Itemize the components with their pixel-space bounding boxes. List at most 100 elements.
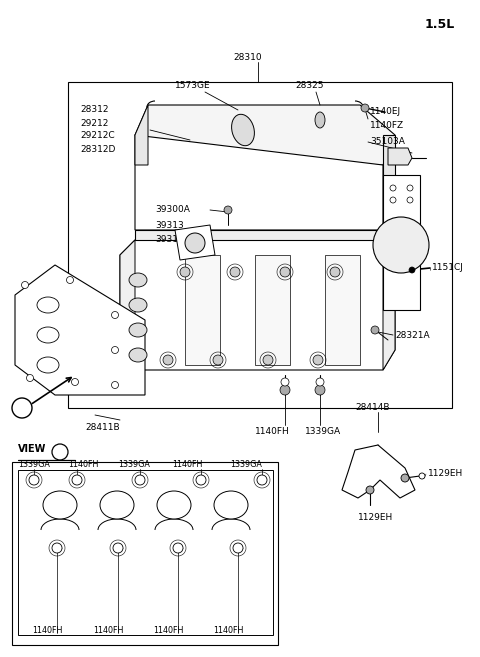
- Text: A: A: [57, 447, 63, 457]
- Ellipse shape: [129, 348, 147, 362]
- Text: 1339GA: 1339GA: [18, 460, 50, 469]
- Circle shape: [224, 206, 232, 214]
- Ellipse shape: [37, 297, 59, 313]
- Polygon shape: [135, 105, 148, 165]
- Polygon shape: [120, 240, 135, 370]
- Circle shape: [52, 543, 62, 553]
- Circle shape: [111, 382, 119, 388]
- Text: 28310: 28310: [234, 53, 262, 62]
- Circle shape: [401, 474, 409, 482]
- Polygon shape: [342, 445, 415, 498]
- Circle shape: [316, 378, 324, 386]
- Circle shape: [281, 378, 289, 386]
- Circle shape: [26, 374, 34, 382]
- Bar: [12, 462, 278, 645]
- Circle shape: [330, 267, 340, 277]
- Text: 1140FH: 1140FH: [255, 428, 290, 436]
- Bar: [18, 470, 273, 635]
- Text: 1339GA: 1339GA: [230, 460, 262, 469]
- Circle shape: [72, 475, 82, 485]
- Text: 1129EH: 1129EH: [428, 470, 463, 478]
- Text: 1339GA: 1339GA: [118, 460, 150, 469]
- Text: 28411B: 28411B: [85, 424, 120, 432]
- Text: 1140EJ: 1140EJ: [370, 108, 401, 116]
- Circle shape: [419, 473, 425, 479]
- Ellipse shape: [315, 112, 325, 128]
- Circle shape: [196, 475, 206, 485]
- Ellipse shape: [37, 357, 59, 373]
- Text: 28312: 28312: [80, 106, 108, 114]
- Text: 1.5L: 1.5L: [425, 18, 455, 31]
- Circle shape: [373, 217, 429, 273]
- Circle shape: [407, 197, 413, 203]
- Bar: [68, 82, 452, 408]
- Circle shape: [173, 543, 183, 553]
- Text: 1129EH: 1129EH: [358, 514, 393, 522]
- Circle shape: [263, 355, 273, 365]
- Polygon shape: [255, 255, 290, 365]
- Circle shape: [163, 355, 173, 365]
- Circle shape: [390, 185, 396, 191]
- Circle shape: [313, 355, 323, 365]
- Ellipse shape: [100, 491, 134, 519]
- Circle shape: [22, 281, 28, 288]
- Text: 29212C: 29212C: [80, 131, 115, 141]
- Polygon shape: [120, 240, 395, 370]
- Text: 1140FH: 1140FH: [32, 626, 62, 635]
- Text: 39300A: 39300A: [155, 206, 190, 214]
- Ellipse shape: [129, 298, 147, 312]
- Text: 1573GE: 1573GE: [175, 81, 211, 90]
- Circle shape: [230, 267, 240, 277]
- Ellipse shape: [43, 491, 77, 519]
- Circle shape: [280, 385, 290, 395]
- Circle shape: [67, 277, 73, 284]
- Text: 1140FH: 1140FH: [213, 626, 243, 635]
- Text: 1140FH: 1140FH: [93, 626, 123, 635]
- Circle shape: [111, 346, 119, 353]
- Polygon shape: [325, 255, 360, 365]
- Ellipse shape: [157, 491, 191, 519]
- Circle shape: [113, 543, 123, 553]
- Circle shape: [361, 104, 369, 112]
- Circle shape: [366, 486, 374, 494]
- Circle shape: [371, 326, 379, 334]
- Circle shape: [29, 475, 39, 485]
- Text: 29212: 29212: [80, 118, 108, 127]
- Text: 35103A: 35103A: [370, 137, 405, 147]
- Polygon shape: [135, 230, 383, 240]
- Text: 1140FH: 1140FH: [153, 626, 183, 635]
- Circle shape: [12, 398, 32, 418]
- Text: 39313: 39313: [155, 221, 184, 229]
- Circle shape: [280, 267, 290, 277]
- Polygon shape: [388, 148, 412, 165]
- Circle shape: [390, 197, 396, 203]
- Circle shape: [233, 543, 243, 553]
- Circle shape: [315, 385, 325, 395]
- Text: 1140FH: 1140FH: [172, 460, 203, 469]
- Circle shape: [52, 444, 68, 460]
- Ellipse shape: [129, 273, 147, 287]
- Text: 28325: 28325: [295, 81, 324, 90]
- Polygon shape: [135, 135, 383, 230]
- Ellipse shape: [231, 114, 254, 146]
- Text: 28414B: 28414B: [355, 403, 389, 413]
- Ellipse shape: [37, 327, 59, 343]
- Text: 1140FH: 1140FH: [68, 460, 98, 469]
- Circle shape: [257, 475, 267, 485]
- Text: 1151CJ: 1151CJ: [432, 263, 464, 273]
- Text: 39313: 39313: [155, 235, 184, 244]
- Text: VIEW: VIEW: [18, 444, 47, 454]
- Text: 1339GA: 1339GA: [305, 428, 341, 436]
- Circle shape: [213, 355, 223, 365]
- Polygon shape: [383, 175, 420, 310]
- Text: 28321A: 28321A: [395, 330, 430, 340]
- Circle shape: [111, 311, 119, 319]
- Circle shape: [135, 475, 145, 485]
- Circle shape: [409, 267, 415, 273]
- Circle shape: [72, 378, 79, 386]
- Polygon shape: [383, 135, 395, 230]
- Circle shape: [407, 185, 413, 191]
- Text: A: A: [19, 403, 25, 413]
- Polygon shape: [383, 240, 395, 370]
- Text: 28312D: 28312D: [80, 145, 115, 154]
